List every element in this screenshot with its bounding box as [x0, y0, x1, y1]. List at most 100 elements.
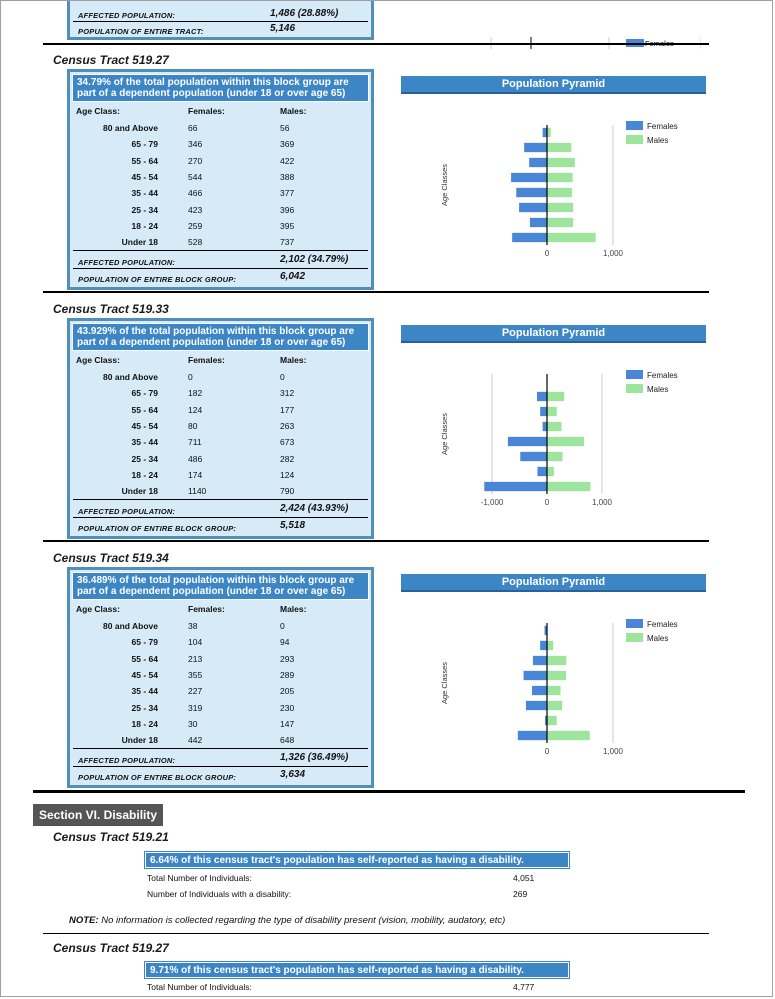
males-cell: 0: [280, 621, 285, 631]
col-header-females: Females:: [188, 355, 225, 365]
section-divider: [43, 43, 709, 45]
bar-males: 65 - 79: 369: [547, 142, 572, 153]
females-cell: 346: [188, 139, 203, 150]
bar-males: 55 - 64: 293: [547, 655, 567, 666]
bar-females: 55 - 64: 124: [540, 406, 547, 417]
legend-label: Males: [647, 634, 668, 643]
bar-females: 45 - 54: 355: [523, 670, 547, 681]
affected-value: 1,486 (28.88%): [270, 8, 339, 19]
tract-title: Census Tract 519.34: [53, 551, 169, 565]
females-cell: 227: [188, 686, 203, 697]
table-row: 25 - 34 486 282: [70, 454, 371, 468]
females-cell: 66: [188, 123, 198, 133]
females-cell: 528: [188, 237, 203, 248]
legend-label: Females: [647, 122, 678, 131]
chart-title: Population Pyramid: [401, 325, 706, 343]
age-class-cell: 45 - 54: [131, 420, 158, 431]
table-row: 18 - 24 259 395: [70, 221, 371, 235]
table-row: Under 18 442 648: [70, 735, 371, 749]
table-row: Under 18 528 737: [70, 237, 371, 251]
females-cell: 486: [188, 453, 203, 464]
dependent-summary: 36.489% of the total population within t…: [72, 572, 369, 600]
males-cell: 312: [280, 388, 295, 399]
age-class-cell: 35 - 44: [131, 437, 158, 448]
col-header-females: Females:: [188, 604, 225, 614]
males-cell: 737: [280, 237, 295, 248]
bar-males: Under 18: 790: [547, 481, 591, 492]
col-header-age: Age Class:: [76, 106, 120, 116]
table-row: 35 - 44 227 205: [70, 686, 371, 700]
legend-swatch: [626, 121, 643, 130]
affected-value: 1,326 (36.49%): [280, 752, 349, 763]
note-label: NOTE:: [69, 915, 99, 926]
bar-females: 25 - 34: 319: [525, 700, 547, 711]
bar-males: 18 - 24: 147: [547, 715, 557, 726]
males-cell: 293: [280, 653, 295, 664]
males-cell: 56: [280, 123, 290, 133]
footer-divider: [73, 499, 368, 500]
males-cell: 648: [280, 735, 295, 746]
footer-divider: [73, 268, 368, 269]
population-pyramid-chart: 0 1,00080 and Above: 6665 - 79: 34655 - 6…: [440, 121, 678, 258]
age-class-cell: 55 - 64: [131, 653, 158, 664]
bar-males: 45 - 54: 289: [547, 670, 567, 681]
col-header-age: Age Class:: [76, 355, 120, 365]
entire-value: 5,146: [270, 23, 296, 34]
bar-males: 18 - 24: 395: [547, 217, 574, 228]
affected-value: 2,424 (43.93%): [280, 503, 349, 514]
males-cell: 422: [280, 155, 295, 166]
entire-label: POPULATION OF ENTIRE BLOCK GROUP:: [78, 773, 237, 782]
tract-table-box: 43.929% of the total population within t…: [67, 318, 374, 539]
tract-title: Census Tract 519.33: [53, 302, 169, 316]
x-tick-label: 0: [545, 249, 550, 258]
age-class-cell: Under 18: [121, 486, 158, 497]
bar-females: 45 - 54: 80: [542, 421, 547, 432]
bar-females: 18 - 24: 174: [537, 466, 547, 477]
x-tick-label: -1,000: [481, 498, 504, 507]
table-row: 35 - 44 466 377: [70, 188, 371, 202]
col-header-males: Males:: [280, 604, 307, 614]
entire-label: POPULATION OF ENTIRE BLOCK GROUP:: [78, 524, 237, 533]
bar-females: 80 and Above: 66: [542, 127, 547, 138]
males-cell: 263: [280, 420, 295, 431]
age-class-cell: 65 - 79: [131, 388, 158, 399]
legend-swatch: [626, 135, 643, 144]
table-row: 80 and Above 66 56: [70, 123, 371, 137]
entire-label: POPULATION OF ENTIRE BLOCK GROUP:: [78, 275, 237, 284]
females-cell: 466: [188, 188, 203, 199]
bar-males: Under 18: 648: [547, 730, 590, 741]
males-cell: 388: [280, 171, 295, 182]
bar-females: 45 - 54: 544: [511, 172, 547, 183]
females-cell: 355: [188, 669, 203, 680]
legend-swatch: [626, 619, 643, 628]
bar-males: 55 - 64: 422: [547, 157, 575, 168]
age-class-cell: 65 - 79: [131, 139, 158, 150]
affected-label: AFFECTED POPULATION:: [78, 258, 176, 267]
table-row: 35 - 44 711 673: [70, 437, 371, 451]
dependent-summary: 43.929% of the total population within t…: [72, 323, 369, 351]
legend-label: Females: [647, 620, 678, 629]
bar-males: 55 - 64: 177: [547, 406, 557, 417]
age-class-cell: 45 - 54: [131, 171, 158, 182]
entire-label: POPULATION OF ENTIRE TRACT:: [78, 27, 204, 36]
section-divider: [43, 291, 709, 293]
bar-females: 35 - 44: 227: [532, 685, 547, 696]
table-row: 65 - 79 346 369: [70, 139, 371, 153]
legend-label: Males: [647, 136, 668, 145]
age-class-cell: 18 - 24: [131, 718, 158, 729]
table-row: 18 - 24 174 124: [70, 470, 371, 484]
bar-males: 18 - 24: 124: [547, 466, 554, 477]
legend-label: Males: [647, 385, 668, 394]
affected-label: AFFECTED POPULATION:: [78, 11, 176, 20]
table-row: 65 - 79 182 312: [70, 388, 371, 402]
footer-divider: [73, 748, 368, 749]
males-cell: 377: [280, 188, 295, 199]
females-cell: 423: [188, 204, 203, 215]
bar-males: 65 - 79: 312: [547, 391, 565, 402]
total-individuals-value: 4,051: [513, 873, 535, 883]
table-row: Under 18 1140 790: [70, 486, 371, 500]
footer-divider: [73, 250, 368, 251]
x-tick-label: 1,000: [603, 747, 624, 756]
disability-count-label: Number of Individuals with a disability:: [147, 889, 292, 899]
bar-females: Under 18: 528: [512, 232, 547, 243]
